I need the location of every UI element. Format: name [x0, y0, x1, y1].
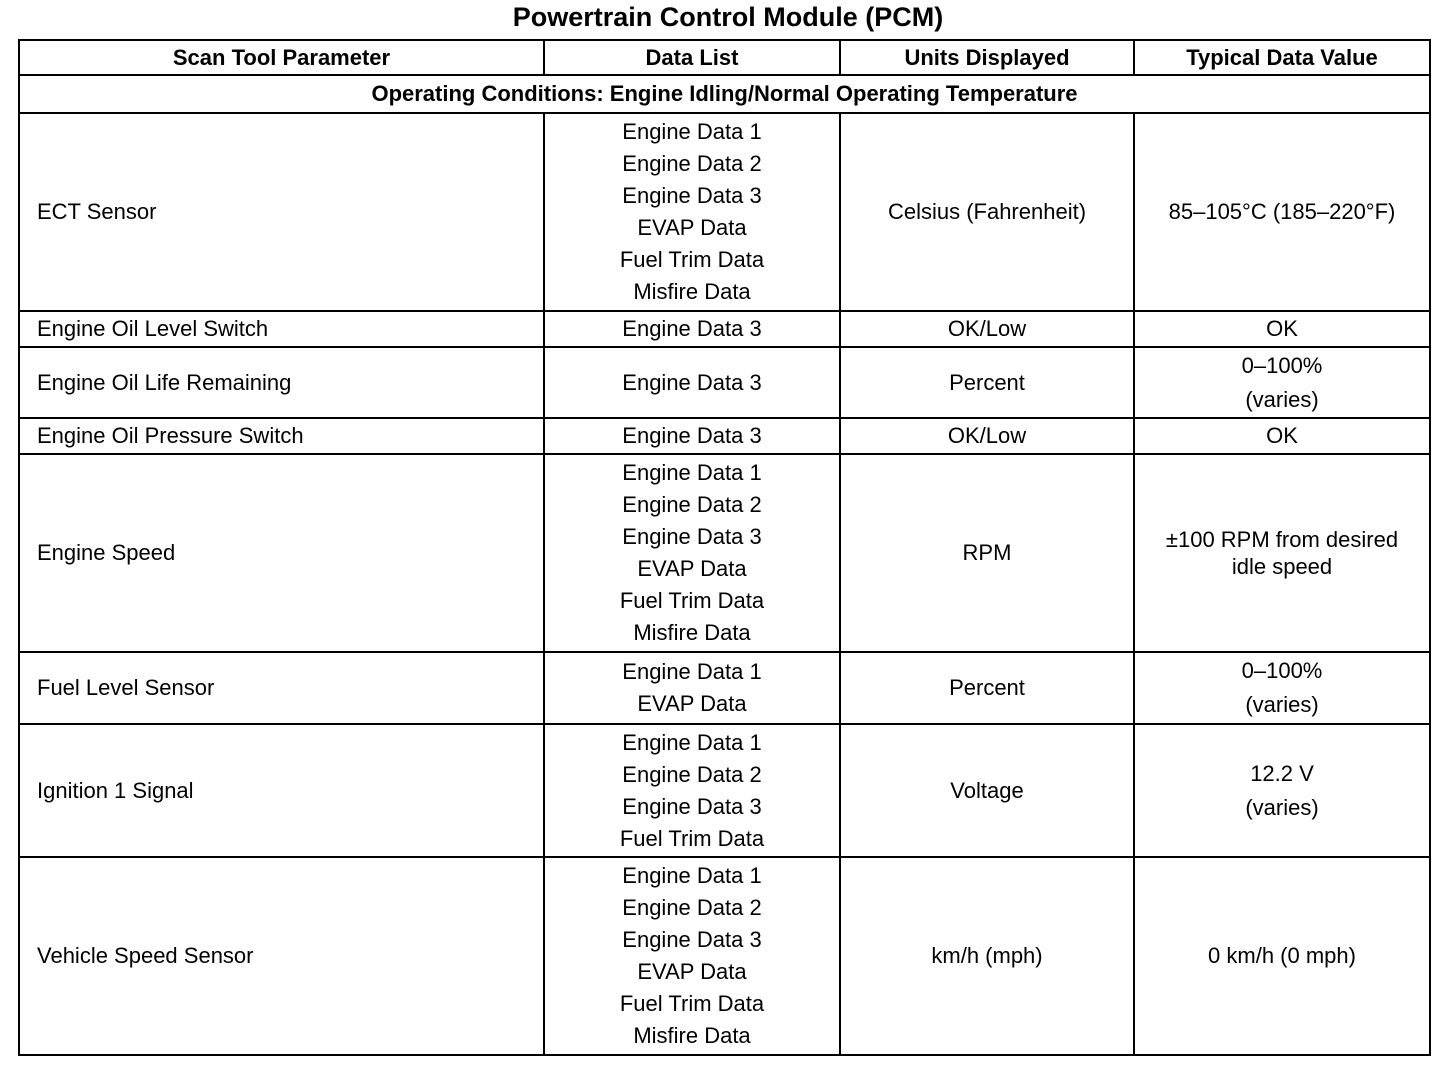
- data-list-item: Engine Data 2: [622, 895, 762, 920]
- data-table: Scan Tool Parameter Data List Units Displa…: [18, 39, 1431, 1056]
- data-list-item: Engine Data 2: [622, 761, 762, 787]
- units-cell: Percent: [839, 346, 1135, 419]
- column-header: Data List: [543, 39, 841, 76]
- table-row: Vehicle Speed Sensor Engine Data 1 Engine …: [18, 856, 1431, 1056]
- table-row: ECT Sensor Engine Data 1 Engine Data 2 Engi…: [18, 112, 1431, 312]
- parameter-cell: Engine Oil Life Remaining: [18, 346, 545, 419]
- units-cell: Celsius (Fahrenheit): [839, 112, 1135, 312]
- data-list-item: Engine Data 1: [622, 460, 762, 485]
- data-list-item: Fuel Trim Data: [619, 247, 765, 272]
- data-list-cell: Engine Data 1 Engine Data 2 Engine Data 3 E…: [543, 112, 841, 312]
- data-list-item: Engine Data 3: [622, 793, 762, 819]
- typical-value-cell: OK: [1133, 310, 1431, 348]
- parameter-cell: ECT Sensor: [18, 112, 545, 312]
- column-header: Scan Tool Parameter: [18, 39, 545, 76]
- typical-value-line: 0–100%: [1241, 658, 1323, 683]
- data-list-item: Engine Data 3: [622, 423, 762, 448]
- typical-value-cell: 0–100% (varies): [1133, 346, 1431, 419]
- data-list-item: Engine Data 1: [622, 659, 762, 684]
- table-row: Engine Oil Life Remaining Engine Data 3 Pe…: [18, 346, 1431, 419]
- parameter-cell: Engine Speed: [18, 453, 545, 653]
- typical-value-line: OK: [1266, 423, 1298, 448]
- parameter-cell: Ignition 1 Signal: [18, 723, 545, 858]
- parameter-cell: Engine Oil Level Switch: [18, 310, 545, 348]
- data-list-cell: Engine Data 1 Engine Data 2 Engine Data 3 F…: [543, 723, 841, 858]
- parameter-cell: Vehicle Speed Sensor: [18, 856, 545, 1056]
- header-row: Scan Tool Parameter Data List Units Displa…: [18, 39, 1431, 76]
- parameter-cell: Engine Oil Pressure Switch: [18, 417, 545, 455]
- units-cell: Voltage: [839, 723, 1135, 858]
- data-list-cell: Engine Data 3: [543, 310, 841, 348]
- column-header: Units Displayed: [839, 39, 1135, 76]
- typical-value-cell: ±100 RPM from desired idle speed: [1133, 453, 1431, 653]
- typical-value-line: 85–105°C (185–220°F): [1168, 199, 1396, 224]
- typical-value-line: 0 km/h (0 mph): [1208, 943, 1356, 968]
- data-list-item: Engine Data 2: [622, 492, 762, 517]
- title: Powertrain Control Module (PCM): [512, 2, 944, 32]
- table-row: Engine Oil Level Switch Engine Data 3 OK/L…: [18, 310, 1431, 348]
- parameter-cell: Fuel Level Sensor: [18, 651, 545, 725]
- typical-value-cell: 12.2 V (varies): [1133, 723, 1431, 858]
- typical-value-line: (varies): [1245, 386, 1319, 412]
- typical-value-line: (varies): [1245, 692, 1319, 717]
- typical-value-cell: 0 km/h (0 mph): [1133, 856, 1431, 1056]
- data-list-item: Fuel Trim Data: [619, 588, 765, 613]
- data-list-cell: Engine Data 3: [543, 417, 841, 455]
- data-list-item: Engine Data 3: [622, 927, 762, 952]
- section-row: Operating Conditions: Engine Idling/Norm…: [18, 74, 1431, 114]
- units-cell: Percent: [839, 651, 1135, 725]
- typical-value-cell: 0–100% (varies): [1133, 651, 1431, 725]
- data-list-item: Fuel Trim Data: [619, 825, 765, 851]
- typical-value-line: OK: [1266, 316, 1298, 341]
- data-list-item: EVAP Data: [637, 215, 747, 240]
- data-list-item: Misfire Data: [633, 279, 751, 304]
- data-list-item: Misfire Data: [633, 620, 751, 645]
- data-list-cell: Engine Data 1 EVAP Data: [543, 651, 841, 725]
- table-row: Engine Speed Engine Data 1 Engine Data 2 En…: [18, 453, 1431, 653]
- typical-value-line: 0–100%: [1241, 352, 1323, 378]
- units-cell: OK/Low: [839, 310, 1135, 348]
- units-cell: RPM: [839, 453, 1135, 653]
- typical-value-line: ±100 RPM from desired idle speed: [1165, 527, 1399, 579]
- typical-value-cell: 85–105°C (185–220°F): [1133, 112, 1431, 312]
- units-cell: OK/Low: [839, 417, 1135, 455]
- data-list-item: EVAP Data: [637, 959, 747, 984]
- data-list-cell: Engine Data 1 Engine Data 2 Engine Data 3 E…: [543, 856, 841, 1056]
- data-list-item: Misfire Data: [633, 1023, 751, 1048]
- typical-value-line: 12.2 V: [1250, 760, 1314, 786]
- table-row: Ignition 1 Signal Engine Data 1 Engine Dat…: [18, 723, 1431, 858]
- data-list-cell: Engine Data 1 Engine Data 2 Engine Data 3 E…: [543, 453, 841, 653]
- data-list-item: Engine Data 3: [622, 369, 762, 395]
- table-row: Engine Oil Pressure Switch Engine Data 3 O…: [18, 417, 1431, 455]
- data-list-item: Engine Data 1: [622, 119, 762, 144]
- data-list-item: Engine Data 1: [622, 863, 762, 888]
- data-list-item: EVAP Data: [637, 556, 747, 581]
- data-list-item: Engine Data 1: [622, 729, 762, 755]
- data-list-item: Fuel Trim Data: [619, 991, 765, 1016]
- section-label: Operating Conditions: Engine Idling/Norm…: [18, 74, 1431, 114]
- table-body: Operating Conditions: Engine Idling/Norm…: [18, 74, 1431, 1056]
- data-list-cell: Engine Data 3: [543, 346, 841, 419]
- data-list-item: EVAP Data: [637, 691, 747, 716]
- data-list-item: Engine Data 2: [622, 151, 762, 176]
- data-list-item: Engine Data 3: [622, 183, 762, 208]
- column-header: Typical Data Value: [1133, 39, 1431, 76]
- data-list-item: Engine Data 3: [622, 316, 762, 341]
- table-row: Fuel Level Sensor Engine Data 1 EVAP Data P…: [18, 651, 1431, 725]
- typical-value-line: (varies): [1245, 794, 1319, 820]
- data-list-item: Engine Data 3: [622, 524, 762, 549]
- units-cell: km/h (mph): [839, 856, 1135, 1056]
- typical-value-cell: OK: [1133, 417, 1431, 455]
